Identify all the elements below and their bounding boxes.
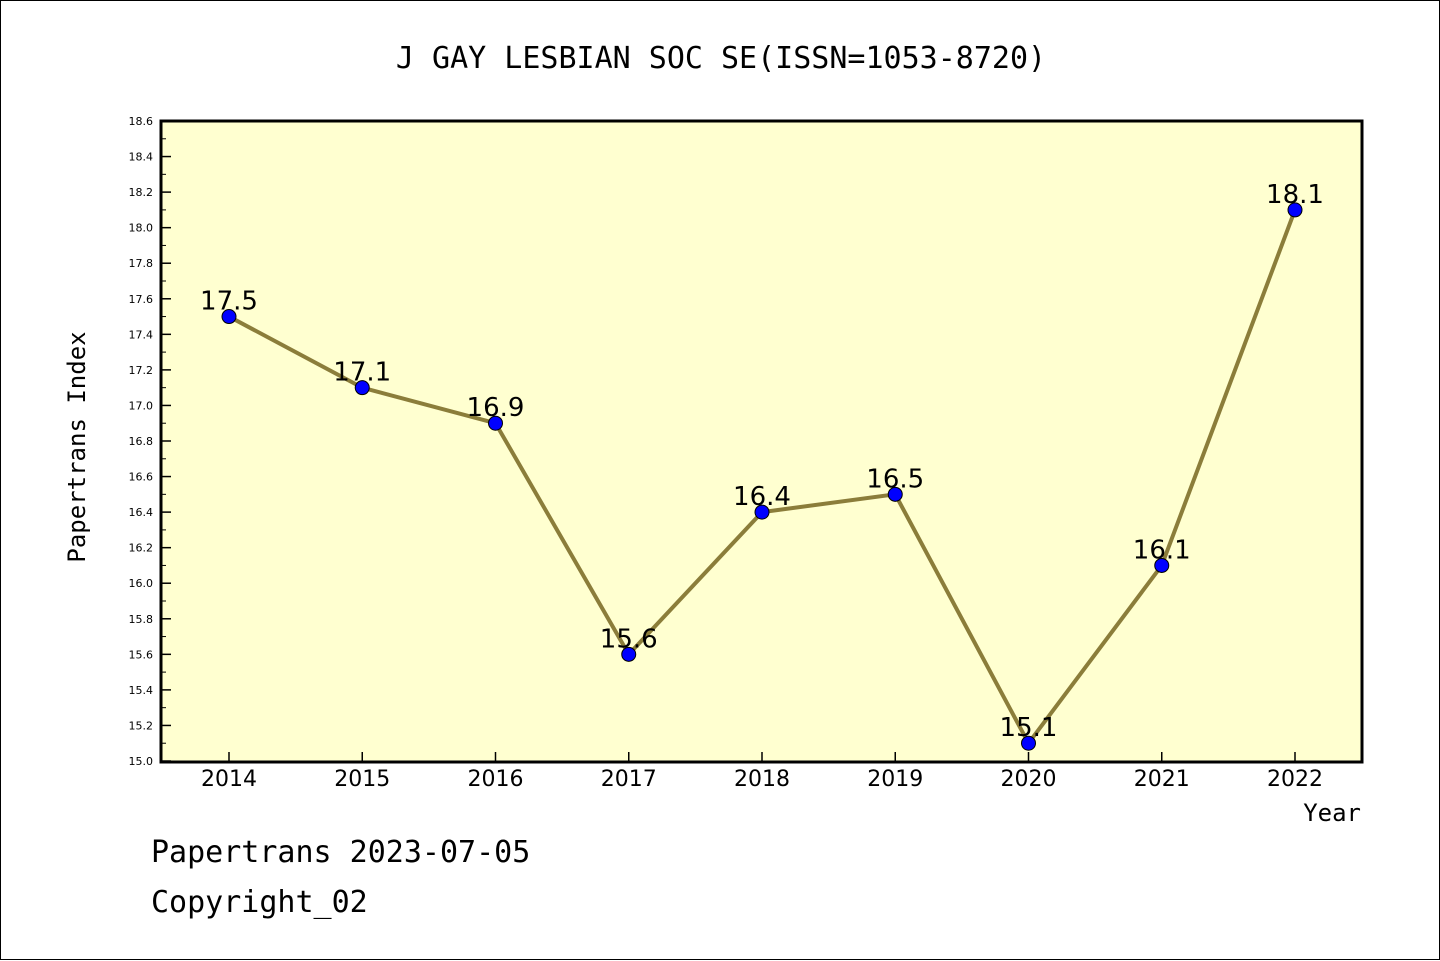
x-tick-label: 2017 xyxy=(601,767,657,792)
y-tick-label: 15.8 xyxy=(129,613,154,626)
data-label: 16.1 xyxy=(1133,535,1191,565)
y-tick-label: 17.8 xyxy=(129,257,154,270)
data-label: 15.6 xyxy=(600,624,658,654)
y-tick-label: 15.6 xyxy=(129,648,154,661)
data-label: 17.5 xyxy=(200,287,258,317)
data-label: 16.9 xyxy=(467,393,525,423)
series-line-group: 17.5 17.1 16.9 15.6 16.4 16.5 15.1 16.1 18.1 xyxy=(200,180,1324,751)
y-tick-label: 17.2 xyxy=(129,364,154,377)
y-tick-label: 15.0 xyxy=(129,755,154,768)
y-tick-label: 17.4 xyxy=(129,328,154,341)
chart-title: J GAY LESBIAN SOC SE(ISSN=1053-8720) xyxy=(396,41,1046,76)
y-tick-label: 16.2 xyxy=(129,542,154,555)
data-label: 18.1 xyxy=(1266,180,1324,210)
footer-date-text: Papertrans 2023-07-05 xyxy=(151,835,531,870)
footer-copyright-text: Copyright_02 xyxy=(151,885,368,920)
x-axis: 2014 2015 2016 2017 2018 2019 2020 2021 2022 xyxy=(201,752,1323,792)
plot-area xyxy=(161,121,1362,762)
x-tick-label: 2015 xyxy=(334,767,390,792)
data-point xyxy=(1021,735,1036,751)
y-tick-label: 16.8 xyxy=(129,435,154,448)
data-point xyxy=(754,504,770,520)
x-tick-label: 2022 xyxy=(1267,767,1323,792)
data-point xyxy=(221,309,237,325)
data-label: 16.5 xyxy=(866,464,924,494)
y-tick-label: 15.4 xyxy=(129,684,154,697)
plot-border xyxy=(159,119,1364,764)
data-point xyxy=(1287,202,1303,218)
y-tick-label: 17.0 xyxy=(129,399,154,412)
y-tick-label: 16.4 xyxy=(129,506,154,519)
x-axis-label: Year xyxy=(1303,799,1361,827)
y-tick-label: 18.2 xyxy=(129,186,154,199)
data-point xyxy=(887,486,903,502)
y-tick-label: 17.6 xyxy=(129,293,154,306)
y-axis: 15.0 15.2 15.4 15.6 15.8 16.0 16.2 16.4 16.6 16.8… xyxy=(129,115,171,768)
x-tick-label: 2016 xyxy=(468,767,524,792)
y-tick-label: 18.6 xyxy=(129,115,154,128)
y-tick-label: 18.0 xyxy=(129,222,154,235)
y-tick-label: 16.6 xyxy=(129,471,154,484)
data-label: 15.1 xyxy=(1000,713,1058,743)
x-tick-label: 2018 xyxy=(734,767,790,792)
y-tick-label: 18.4 xyxy=(129,151,154,164)
data-label: 17.1 xyxy=(333,358,391,388)
x-tick-label: 2021 xyxy=(1134,767,1190,792)
y-axis-label: Papertrans Index xyxy=(63,331,91,562)
data-label: 16.4 xyxy=(733,482,791,512)
x-tick-label: 2019 xyxy=(867,767,923,792)
data-point xyxy=(488,415,503,431)
x-tick-label: 2014 xyxy=(201,767,257,792)
y-tick-label: 16.0 xyxy=(129,577,154,590)
data-point xyxy=(621,646,637,662)
data-point xyxy=(1154,557,1170,573)
data-point xyxy=(354,380,370,396)
y-tick-label: 15.2 xyxy=(129,719,154,732)
x-tick-label: 2020 xyxy=(1001,767,1057,792)
